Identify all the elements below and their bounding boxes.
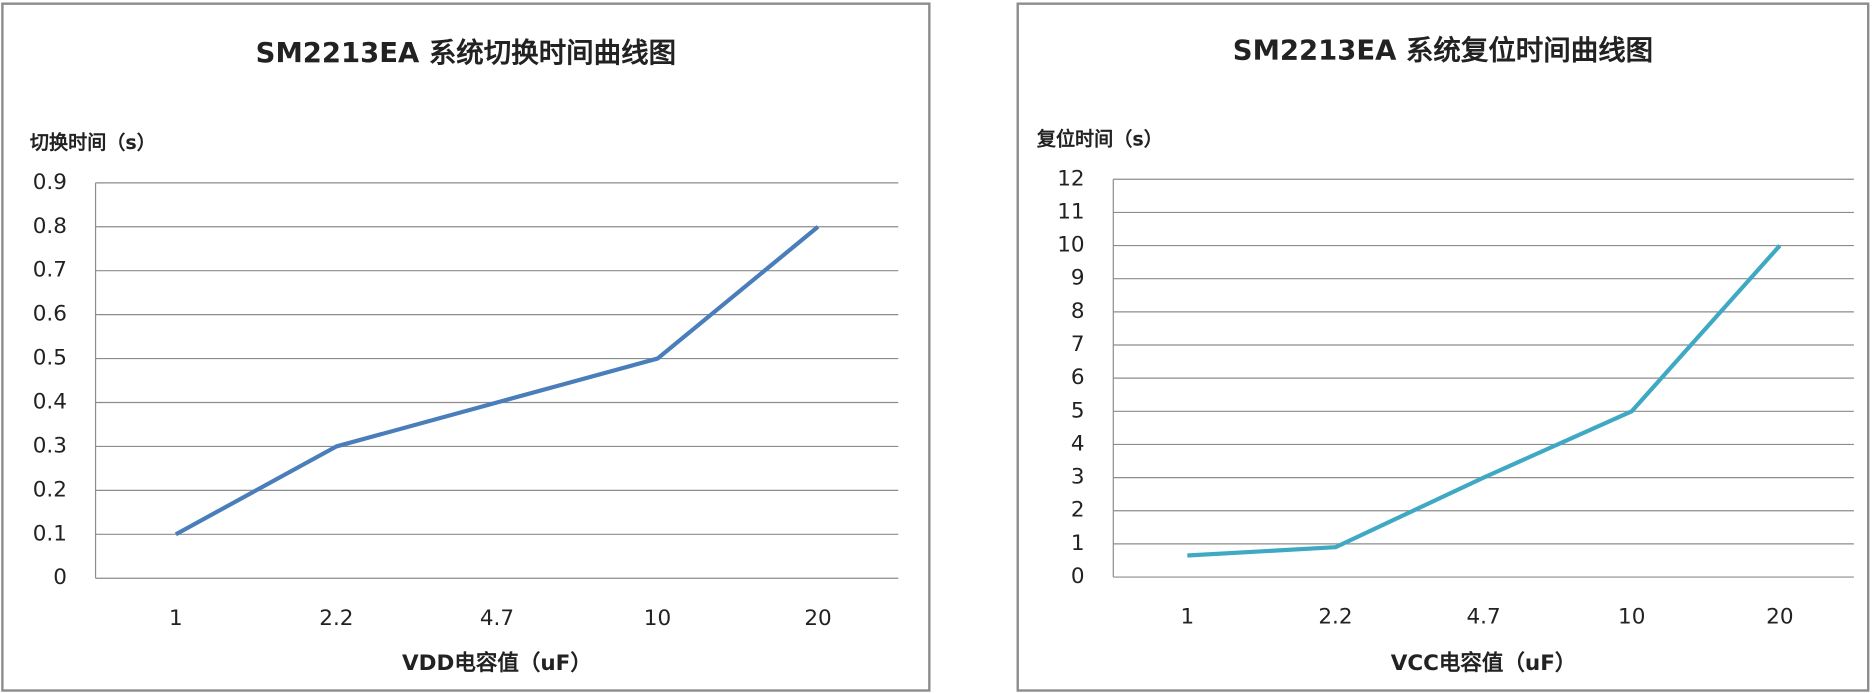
y-tick-label: 12 [1057,166,1084,191]
data-line [1187,244,1782,558]
x-axis-title: VCC电容值（uF） [1391,650,1577,676]
y-tick-label: 5 [1071,398,1085,423]
y-axis-title: 复位时间（s） [1036,127,1163,150]
y-tick-label: 0.6 [33,302,67,327]
y-tick-label: 0 [1071,564,1085,589]
y-tick-label: 3 [1071,465,1085,490]
y-tick-label: 0 [53,565,67,590]
y-tick-label: 0.2 [33,477,67,502]
y-tick-label: 0.1 [33,521,67,546]
x-tick-label: 20 [804,606,831,631]
chart-frame [1,2,931,692]
y-tick-label: 11 [1057,199,1084,224]
x-tick-label: 10 [1618,605,1645,630]
x-tick-label: 20 [1766,605,1793,630]
chart-frame [1016,2,1870,692]
x-tick-label: 1 [1181,605,1195,630]
data-line [174,225,820,537]
y-tick-label: 0.3 [33,433,67,458]
y-tick-label: 7 [1071,332,1085,357]
y-axis-title: 切换时间（s） [30,131,156,154]
y-tick-label: 0.8 [33,214,67,239]
x-tick-label: 10 [644,606,671,631]
x-tick-label: 4.7 [1466,605,1500,630]
x-tick-label: 1 [169,606,183,631]
chart-title: SM2213EA 系统复位时间曲线图 [1233,34,1653,66]
y-tick-label: 6 [1071,365,1085,390]
y-tick-label: 1 [1071,531,1085,556]
y-tick-label: 9 [1071,266,1085,291]
y-tick-label: 0.9 [33,170,67,195]
x-tick-label: 4.7 [480,606,514,631]
y-tick-label: 0.4 [33,390,67,415]
y-tick-label: 4 [1071,431,1085,456]
y-tick-label: 0.5 [33,346,67,371]
y-tick-label: 10 [1057,233,1084,258]
y-tick-label: 8 [1071,299,1085,324]
chart-title: SM2213EA 系统切换时间曲线图 [256,37,676,69]
x-axis-title: VDD电容值（uF） [402,650,592,676]
x-tick-label: 2.2 [319,606,353,631]
y-tick-label: 2 [1071,498,1085,523]
x-tick-label: 2.2 [1318,605,1352,630]
y-tick-label: 0.7 [33,258,67,283]
